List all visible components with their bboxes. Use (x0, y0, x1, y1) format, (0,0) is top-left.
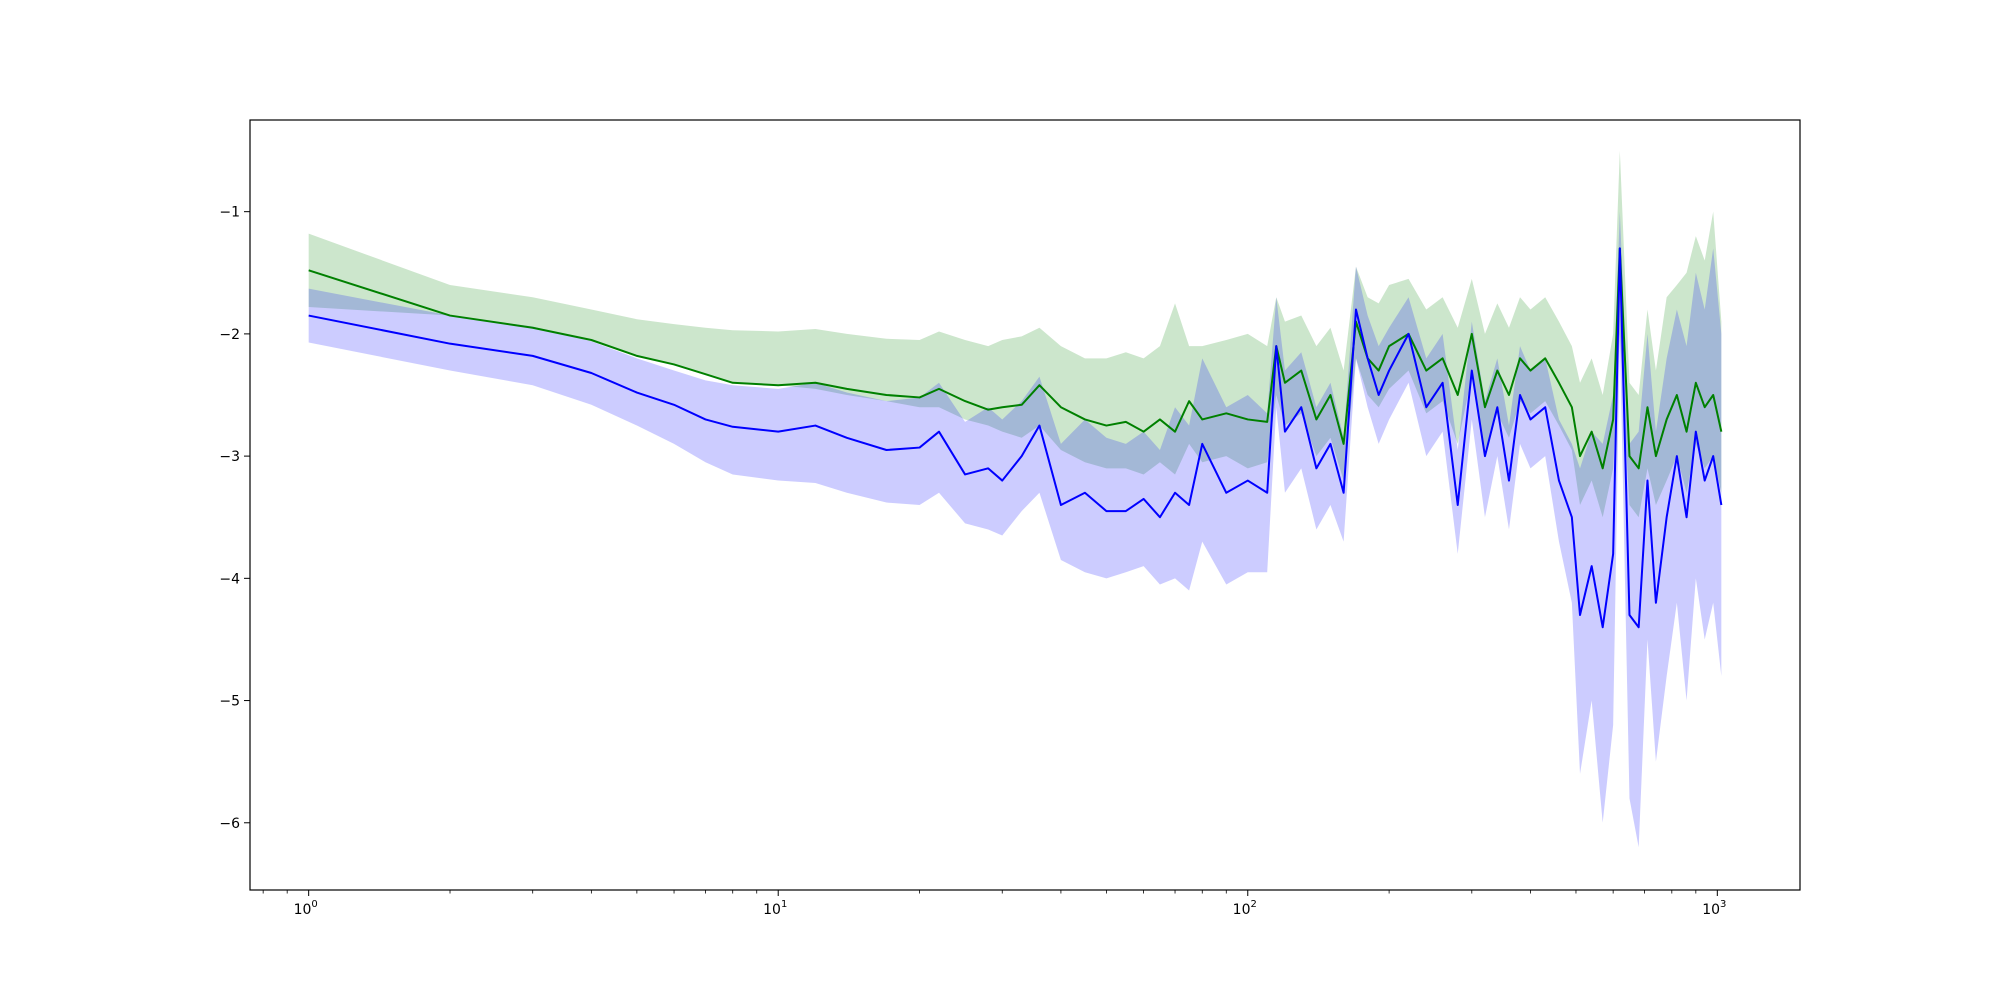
series-0-band (308, 150, 1722, 518)
series-1-band (308, 211, 1722, 848)
plot-frame (249, 119, 1801, 891)
y-tick-label: −5 (219, 694, 240, 710)
y-tick-label: −1 (219, 205, 240, 221)
y-tick-label: −3 (219, 449, 240, 465)
x-axis: 100 101 102 103 (262, 890, 1726, 918)
series-0-line (308, 247, 1723, 470)
series-lines (308, 247, 1723, 629)
x-tick-label: 100 (294, 899, 318, 918)
y-axis: −1 −2 −3 −4 −5 −6 (219, 205, 250, 832)
confidence-bands (308, 150, 1722, 848)
x-tick-label: 102 (1233, 899, 1257, 918)
y-tick-label: −2 (219, 327, 240, 343)
y-tick-label: −4 (219, 571, 240, 587)
series-1-line (308, 247, 1723, 629)
y-tick-label: −6 (219, 816, 240, 832)
x-tick-label: 101 (763, 899, 787, 918)
x-tick-label: 103 (1702, 899, 1726, 918)
